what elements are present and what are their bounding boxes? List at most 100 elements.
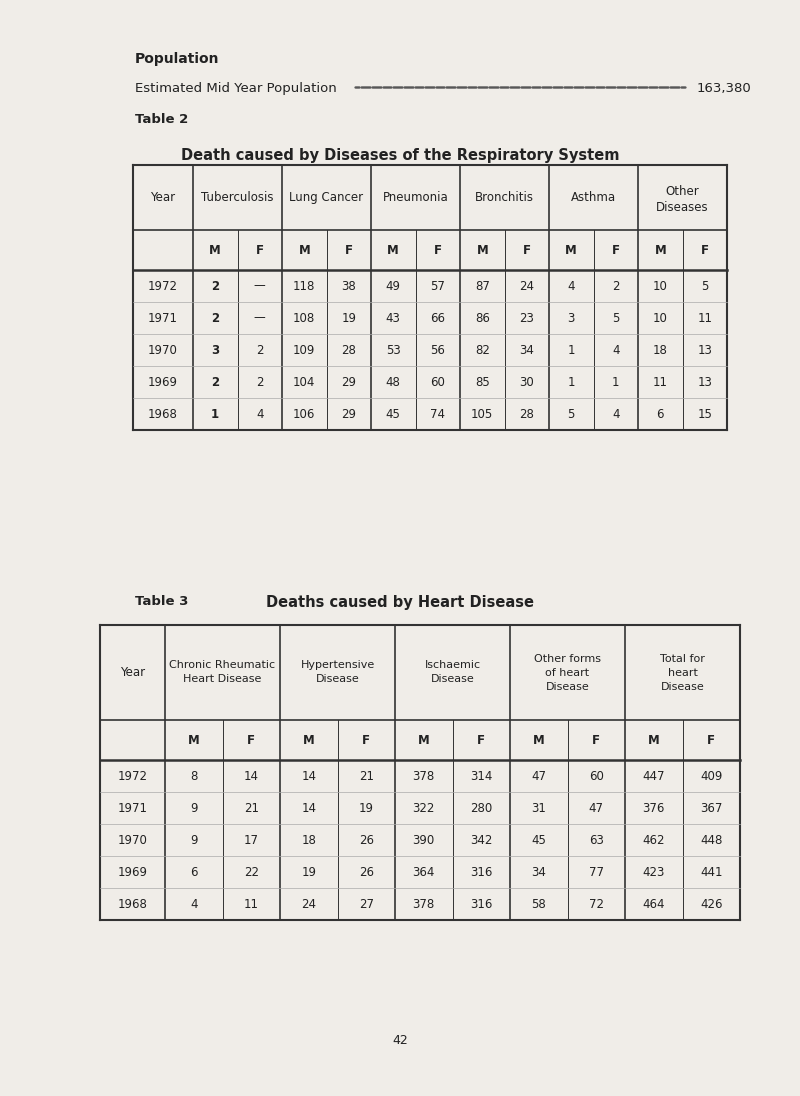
- Text: Other: Other: [666, 185, 699, 198]
- Text: 13: 13: [698, 376, 712, 388]
- Text: 5: 5: [567, 408, 575, 421]
- Text: Lung Cancer: Lung Cancer: [290, 191, 363, 204]
- Text: F: F: [612, 243, 620, 256]
- Text: 2: 2: [256, 343, 263, 356]
- Text: 1972: 1972: [148, 279, 178, 293]
- Text: 376: 376: [642, 801, 665, 814]
- Text: 3: 3: [211, 343, 219, 356]
- Text: F: F: [434, 243, 442, 256]
- Text: Disease: Disease: [661, 682, 704, 692]
- Text: Tuberculosis: Tuberculosis: [202, 191, 274, 204]
- Text: 1971: 1971: [118, 801, 147, 814]
- Text: M: M: [476, 243, 488, 256]
- Text: 72: 72: [589, 898, 604, 911]
- Text: 49: 49: [386, 279, 401, 293]
- Text: 28: 28: [519, 408, 534, 421]
- Text: 4: 4: [256, 408, 263, 421]
- Text: 15: 15: [698, 408, 712, 421]
- Text: 43: 43: [386, 311, 401, 324]
- Text: Year: Year: [120, 666, 145, 680]
- Text: 19: 19: [358, 801, 374, 814]
- Text: 28: 28: [342, 343, 356, 356]
- Text: 11: 11: [653, 376, 668, 388]
- Text: F: F: [362, 733, 370, 746]
- Text: 4: 4: [567, 279, 575, 293]
- Text: 74: 74: [430, 408, 446, 421]
- Text: Asthma: Asthma: [571, 191, 616, 204]
- Text: Ischaemic: Ischaemic: [425, 661, 481, 671]
- Text: F: F: [701, 243, 709, 256]
- Text: 1969: 1969: [148, 376, 178, 388]
- Text: 42: 42: [392, 1034, 408, 1047]
- Text: Chronic Rheumatic: Chronic Rheumatic: [170, 661, 275, 671]
- Text: Hypertensive: Hypertensive: [300, 661, 374, 671]
- Text: 60: 60: [589, 769, 604, 783]
- Text: 109: 109: [293, 343, 315, 356]
- Text: 105: 105: [471, 408, 494, 421]
- Text: 34: 34: [519, 343, 534, 356]
- Text: Bronchitis: Bronchitis: [475, 191, 534, 204]
- Text: F: F: [256, 243, 264, 256]
- Text: 14: 14: [302, 769, 316, 783]
- Text: F: F: [247, 733, 255, 746]
- Text: 21: 21: [244, 801, 258, 814]
- Text: 6: 6: [657, 408, 664, 421]
- Text: F: F: [522, 243, 530, 256]
- Text: M: M: [418, 733, 430, 746]
- Text: F: F: [592, 733, 600, 746]
- Text: 22: 22: [244, 866, 258, 879]
- Text: 163,380: 163,380: [697, 82, 752, 95]
- Text: 378: 378: [413, 769, 435, 783]
- Text: 4: 4: [612, 408, 619, 421]
- Text: F: F: [345, 243, 353, 256]
- Text: Pneumonia: Pneumonia: [382, 191, 448, 204]
- Text: 26: 26: [358, 833, 374, 846]
- Text: 1971: 1971: [148, 311, 178, 324]
- Text: Other forms: Other forms: [534, 653, 601, 663]
- Text: 322: 322: [413, 801, 435, 814]
- Text: of heart: of heart: [546, 667, 590, 677]
- Text: 462: 462: [642, 833, 665, 846]
- Text: Diseases: Diseases: [656, 201, 709, 214]
- Text: 4: 4: [190, 898, 198, 911]
- Text: 24: 24: [302, 898, 316, 911]
- Text: M: M: [654, 243, 666, 256]
- Text: 11: 11: [698, 311, 712, 324]
- Text: 18: 18: [653, 343, 668, 356]
- Text: 3: 3: [567, 311, 575, 324]
- Text: 2: 2: [211, 376, 219, 388]
- Text: 1972: 1972: [118, 769, 147, 783]
- Text: 9: 9: [190, 833, 198, 846]
- Text: 1969: 1969: [118, 866, 147, 879]
- Text: Year: Year: [150, 191, 175, 204]
- Text: 19: 19: [302, 866, 316, 879]
- Text: 106: 106: [293, 408, 315, 421]
- Text: Death caused by Diseases of the Respiratory System: Death caused by Diseases of the Respirat…: [181, 148, 619, 163]
- Text: Disease: Disease: [316, 674, 359, 685]
- Text: 464: 464: [642, 898, 665, 911]
- Text: 2: 2: [612, 279, 619, 293]
- Text: Estimated Mid Year Population: Estimated Mid Year Population: [135, 82, 337, 95]
- Text: 10: 10: [653, 279, 668, 293]
- Text: 1: 1: [567, 343, 575, 356]
- Text: Table 3: Table 3: [135, 595, 188, 608]
- Text: 104: 104: [293, 376, 315, 388]
- Text: 364: 364: [413, 866, 435, 879]
- Text: 23: 23: [519, 311, 534, 324]
- Text: 367: 367: [700, 801, 722, 814]
- Text: 86: 86: [475, 311, 490, 324]
- Text: 14: 14: [244, 769, 258, 783]
- Text: 118: 118: [293, 279, 315, 293]
- Text: 29: 29: [342, 408, 356, 421]
- Text: 390: 390: [413, 833, 435, 846]
- Text: 77: 77: [589, 866, 604, 879]
- Text: 426: 426: [700, 898, 722, 911]
- Text: 1: 1: [567, 376, 575, 388]
- Text: 87: 87: [475, 279, 490, 293]
- Text: 8: 8: [190, 769, 198, 783]
- Text: 5: 5: [612, 311, 619, 324]
- Text: 27: 27: [358, 898, 374, 911]
- Text: 60: 60: [430, 376, 445, 388]
- Text: 409: 409: [700, 769, 722, 783]
- Text: M: M: [566, 243, 577, 256]
